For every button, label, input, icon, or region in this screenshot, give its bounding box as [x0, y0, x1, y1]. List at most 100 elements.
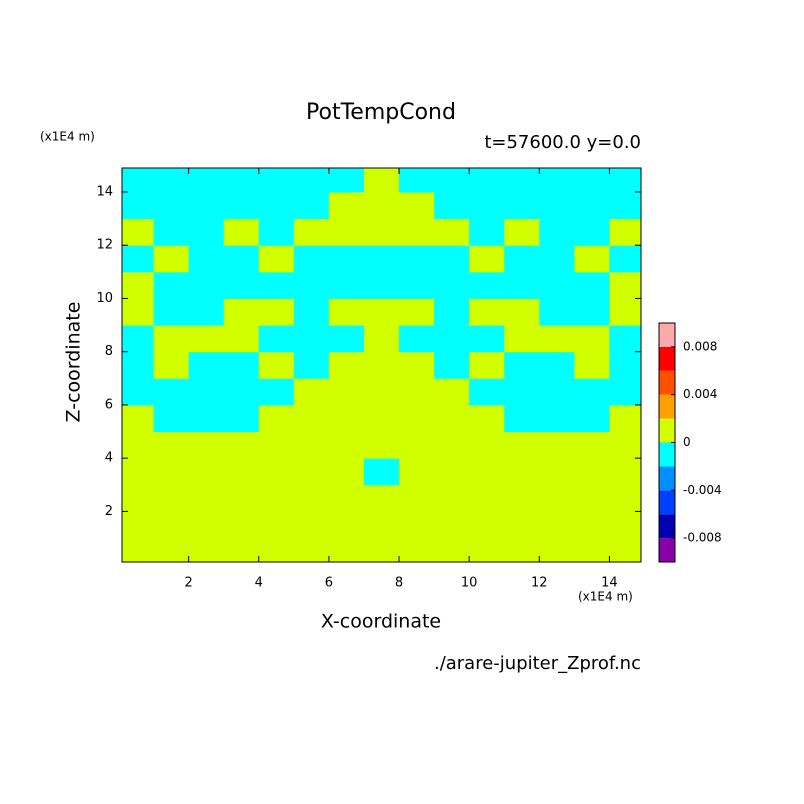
- field-cell: [328, 325, 365, 353]
- field-cell: [122, 378, 155, 406]
- field-cell: [122, 191, 155, 220]
- field-cell: [574, 511, 610, 539]
- field-cell: [609, 484, 641, 512]
- field-cell: [539, 378, 575, 406]
- colorbar-swatch: [659, 394, 675, 419]
- field-cell: [258, 511, 295, 539]
- field-cell: [328, 484, 365, 512]
- field-cell: [258, 538, 295, 562]
- field-cell: [399, 511, 435, 539]
- field-cell: [399, 325, 435, 353]
- footer: ./arare-jupiter_Zprof.nc: [434, 653, 641, 674]
- field-cell: [363, 538, 400, 562]
- field-cell: [223, 168, 260, 193]
- field-cell: [188, 218, 225, 246]
- field-cell: [293, 351, 330, 379]
- field-cell: [504, 538, 540, 562]
- field-cell: [122, 245, 155, 273]
- field-cell: [223, 271, 260, 299]
- field-cell: [434, 431, 470, 459]
- field-cell: [258, 325, 295, 353]
- field-cell: [328, 271, 365, 299]
- field-cell: [258, 484, 295, 512]
- field-cell: [122, 484, 155, 512]
- field-cell: [328, 538, 365, 562]
- field-cell: [469, 484, 505, 512]
- field-cell: [399, 538, 435, 562]
- field-cell: [469, 191, 505, 220]
- field-cell: [469, 538, 505, 562]
- y-tick-label: 2: [105, 504, 113, 519]
- field-cell: [539, 191, 575, 220]
- field-cell: [258, 271, 295, 299]
- field-cell: [504, 168, 540, 193]
- field-cell: [328, 218, 365, 246]
- field-cell: [293, 378, 330, 406]
- x-unit: (x1E4 m): [578, 590, 633, 604]
- field-cell: [363, 484, 400, 512]
- field-cell: [363, 404, 400, 433]
- field-cell: [363, 191, 400, 220]
- field-cell: [293, 431, 330, 459]
- field-cell: [574, 351, 610, 379]
- field-cell: [504, 218, 540, 246]
- field-cell: [223, 484, 260, 512]
- field-cell: [258, 378, 295, 406]
- field-cell: [188, 271, 225, 299]
- field-cell: [258, 191, 295, 220]
- field-cell: [574, 298, 610, 326]
- field-cell: [504, 431, 540, 459]
- field-cell: [328, 191, 365, 220]
- field-cell: [434, 378, 470, 406]
- field-cell: [574, 538, 610, 562]
- colorbar-swatch: [659, 490, 675, 515]
- field-cell: [328, 431, 365, 459]
- field-cell: [469, 378, 505, 406]
- field-cell: [539, 271, 575, 299]
- field-cell: [188, 458, 225, 486]
- field-cell: [399, 168, 435, 193]
- field-cell: [293, 484, 330, 512]
- field-cell: [153, 351, 190, 379]
- field-cell: [399, 404, 435, 433]
- field-cell: [399, 378, 435, 406]
- colorbar-swatch: [659, 418, 675, 443]
- field-cell: [122, 404, 155, 433]
- field-cell: [293, 511, 330, 539]
- field-cell: [399, 431, 435, 459]
- field-cell: [504, 298, 540, 326]
- field-cell: [363, 298, 400, 326]
- field-cell: [223, 351, 260, 379]
- field-cell: [399, 218, 435, 246]
- field-cell: [188, 298, 225, 326]
- x-tick-label: 4: [255, 576, 263, 591]
- field-cell: [223, 325, 260, 353]
- field-cell: [293, 191, 330, 220]
- field-cell: [539, 511, 575, 539]
- field-cell: [153, 325, 190, 353]
- field-cell: [469, 458, 505, 486]
- field-cell: [363, 431, 400, 459]
- field-cell: [609, 271, 641, 299]
- field-cell: [574, 458, 610, 486]
- field-cell: [539, 404, 575, 433]
- field-cell: [293, 325, 330, 353]
- field-cell: [434, 168, 470, 193]
- field-cell: [223, 458, 260, 486]
- field-cell: [363, 271, 400, 299]
- chart-subtitle: t=57600.0 y=0.0: [484, 132, 641, 153]
- field-cell: [469, 511, 505, 539]
- field-cell: [258, 168, 295, 193]
- field-cell: [399, 458, 435, 486]
- field-cell: [399, 351, 435, 379]
- chart-title: PotTempCond: [306, 100, 456, 125]
- field-cell: [293, 218, 330, 246]
- field-cell: [609, 298, 641, 326]
- y-tick-label: 6: [105, 397, 113, 412]
- field-cell: [539, 351, 575, 379]
- field-cell: [293, 404, 330, 433]
- field-cell: [223, 378, 260, 406]
- field-cell: [434, 538, 470, 562]
- field-cell: [609, 458, 641, 486]
- field-cell: [399, 484, 435, 512]
